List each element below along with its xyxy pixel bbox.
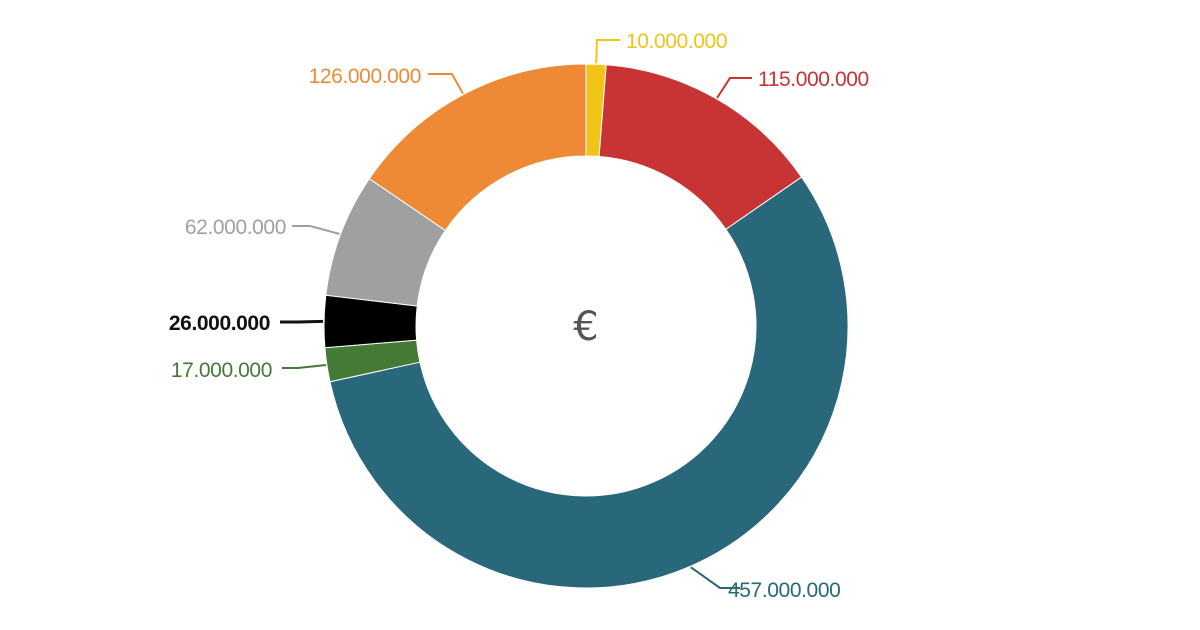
data-label-1: 10.000.000: [626, 30, 727, 53]
data-labels-layer: 10.000.000 115.000.000 457.000.000 17.000.0…: [169, 30, 869, 602]
data-label-2: 115.000.000: [758, 68, 869, 91]
leader-line-4: [282, 363, 327, 369]
leader-line-5: [280, 319, 324, 324]
leader-line-3: [690, 566, 740, 589]
data-label-5: 26.000.000: [169, 312, 270, 335]
leader-line-7: [428, 73, 464, 95]
data-label-6: 62.000.000: [185, 216, 286, 239]
data-label-4: 17.000.000: [171, 359, 272, 382]
leader-line-6: [292, 225, 340, 235]
slices-layer: [323, 63, 849, 589]
leader-line-1: [595, 39, 620, 64]
donut-slice-7: [368, 63, 587, 232]
leader-line-2: [716, 77, 752, 99]
data-label-3: 457.000.000: [728, 579, 840, 602]
center-currency-symbol: €: [573, 304, 598, 350]
data-label-7: 126.000.000: [309, 65, 421, 88]
leader-lines-layer: [280, 39, 752, 589]
donut-slice-3: [329, 176, 849, 589]
